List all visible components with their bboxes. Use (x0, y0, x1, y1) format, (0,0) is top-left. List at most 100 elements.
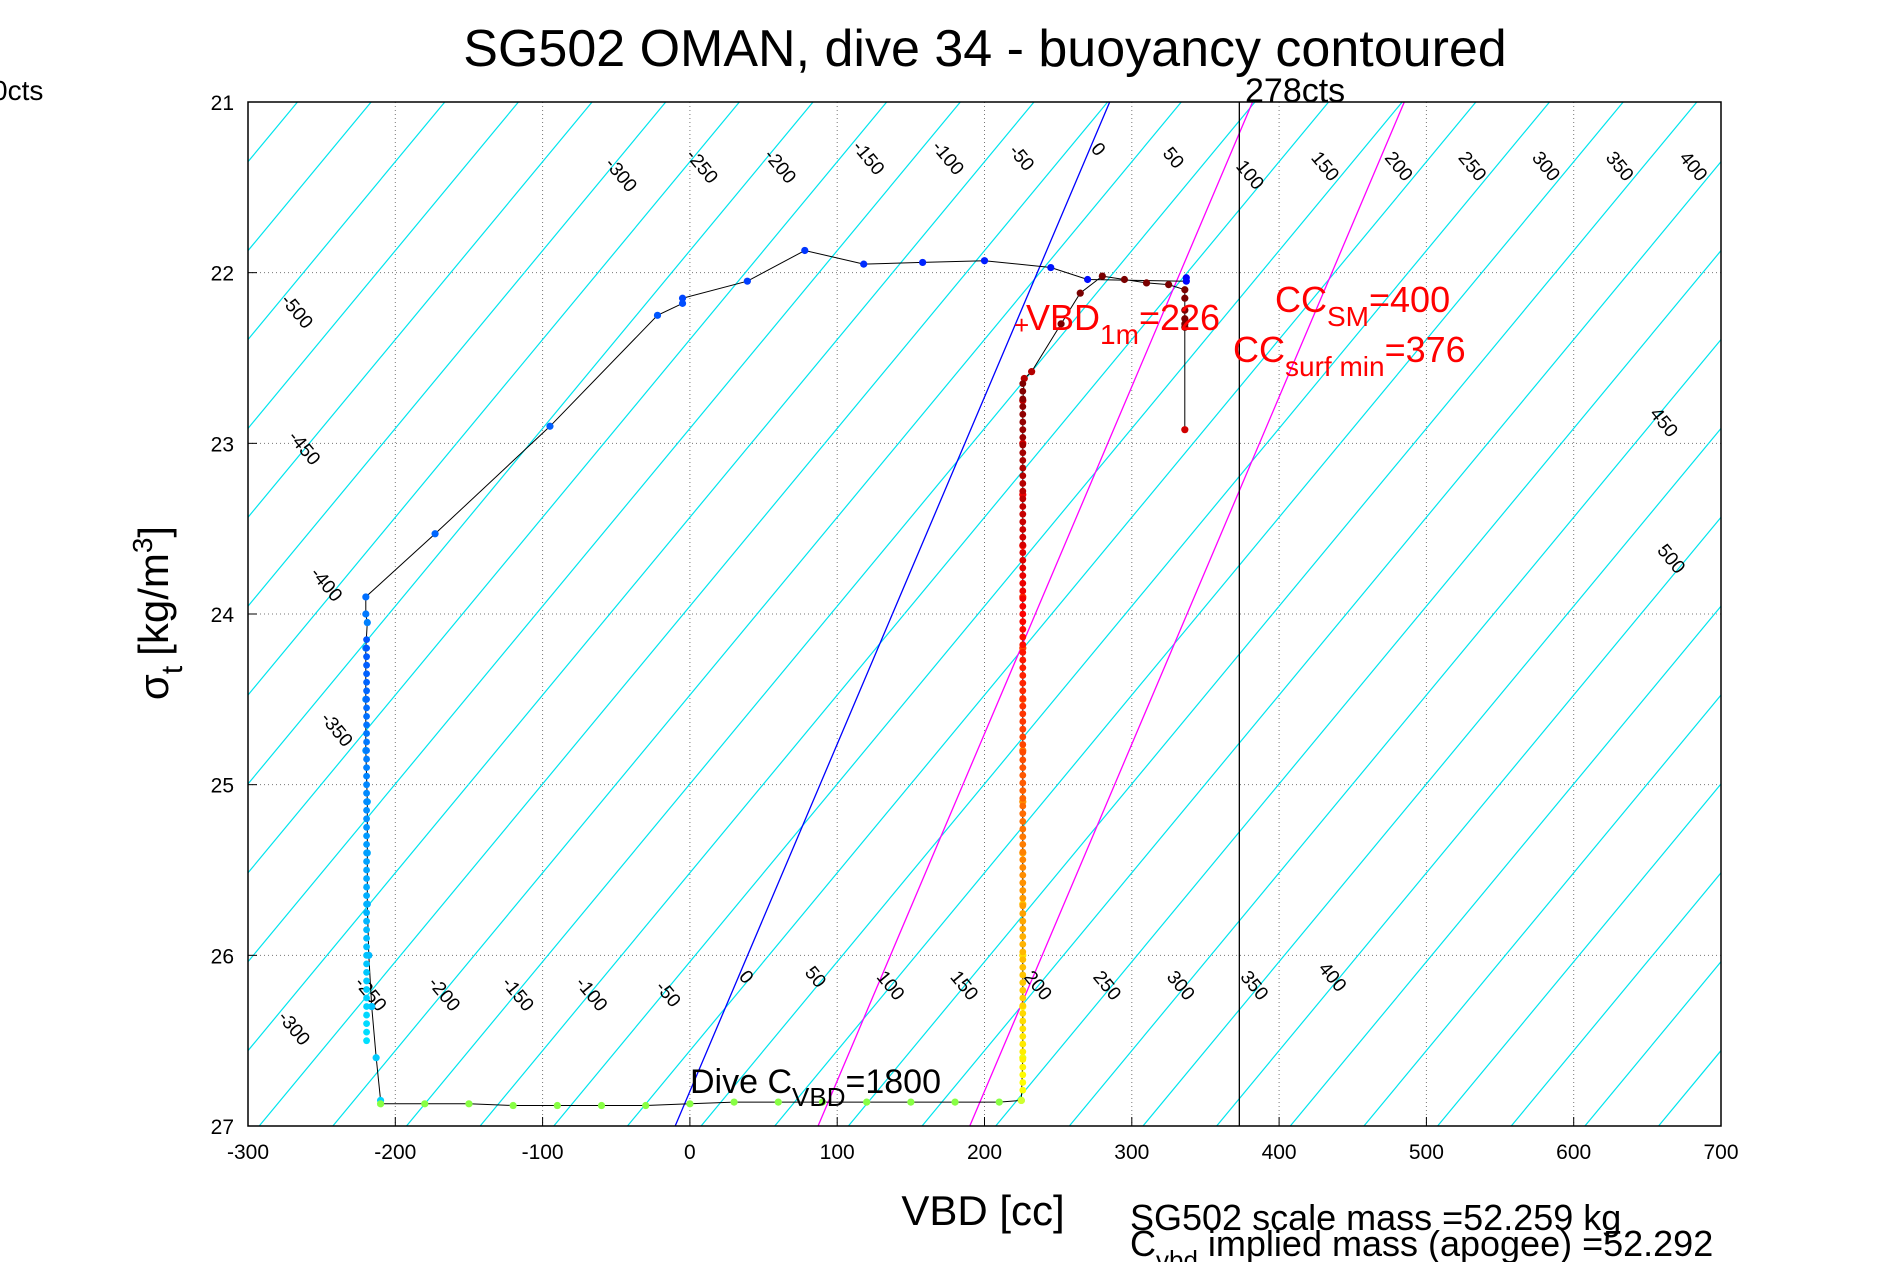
data-point (363, 789, 370, 797)
data-point (1019, 433, 1027, 441)
svg-text:Cvbd implied mass (apogee) =52: Cvbd implied mass (apogee) =52.292 (1130, 1223, 1713, 1262)
data-point (1019, 418, 1027, 426)
contour-line (248, 102, 741, 697)
data-point (363, 951, 370, 959)
corner-cts-label: 0cts (0, 75, 43, 106)
cts-line-label: 278cts (1245, 72, 1345, 110)
data-point (363, 653, 370, 661)
data-point (863, 1098, 871, 1106)
vbd-1m-sub: 1m (1100, 319, 1139, 350)
data-point (363, 1020, 370, 1027)
data-point (1019, 495, 1027, 503)
data-point (1019, 841, 1027, 848)
y-tick-label: 21 (211, 92, 234, 115)
data-point (1181, 315, 1189, 323)
data-point (653, 311, 662, 319)
data-point (642, 1101, 650, 1110)
data-point (1182, 277, 1190, 285)
data-point (1019, 1079, 1027, 1086)
data-point (1019, 894, 1027, 902)
data-point (1019, 871, 1027, 879)
data-point (362, 593, 370, 601)
data-point (686, 1100, 694, 1108)
contour-line (248, 102, 372, 252)
contour-line (847, 102, 1698, 1126)
contour-line (1142, 427, 1721, 1126)
data-point (363, 781, 370, 789)
data-point (363, 661, 370, 669)
data-point (1019, 656, 1027, 664)
contour-line (994, 249, 1721, 1126)
data-point (1019, 564, 1027, 572)
data-point (363, 849, 370, 857)
data-point (801, 246, 809, 255)
data-point (1019, 810, 1027, 818)
data-point (907, 1098, 915, 1106)
y-tick-label: 24 (211, 604, 235, 627)
y-axis-label-sub: t (156, 665, 189, 674)
contour-line (1647, 0, 1891, 1228)
data-point (1019, 933, 1027, 940)
data-point (1019, 710, 1027, 718)
data-point (363, 1011, 370, 1019)
data-point (363, 747, 370, 754)
data-point (995, 1098, 1003, 1106)
y-axis-ticks: 21 22 23 24 25 26 27 (211, 92, 257, 1139)
contour-label: -250 (681, 145, 721, 188)
data-point (1019, 902, 1027, 910)
contour-line (1068, 338, 1721, 1126)
contour-line (1510, 871, 1721, 1126)
data-point (1019, 1009, 1027, 1017)
data-point (363, 875, 370, 882)
contour-label: -350 (316, 709, 356, 752)
data-point (363, 644, 370, 652)
contour-label: -200 (759, 145, 799, 188)
data-point (1019, 910, 1027, 917)
data-point (1019, 457, 1027, 464)
data-point (363, 670, 370, 678)
data-point (1019, 625, 1027, 633)
data-point (1019, 426, 1027, 434)
cc-sm-sub: SM (1327, 301, 1369, 332)
contour-line (1795, 0, 1891, 1228)
data-point (1181, 286, 1189, 294)
svg-text:VBD1m=226: VBD1m=226 (1026, 297, 1220, 350)
data-point (597, 1101, 606, 1110)
data-point (1019, 672, 1027, 679)
contour-line (1289, 605, 1721, 1126)
data-point (743, 277, 751, 285)
cc-surf-min-value: =376 (1385, 329, 1466, 370)
contour-line (248, 102, 520, 430)
y-tick-label: 26 (211, 945, 234, 968)
data-point (1181, 323, 1189, 331)
contour-label: 300 (1162, 967, 1198, 1005)
vbd-1m-main: VBD (1026, 297, 1100, 338)
data-point (951, 1098, 959, 1106)
contour-line (1363, 694, 1721, 1126)
data-point (1019, 825, 1027, 833)
svg-text:CCSM=400: CCSM=400 (1275, 279, 1450, 332)
svg-text:σt[kg/m3]: σt [kg/m3] (127, 526, 189, 700)
data-point (1165, 281, 1173, 289)
contour-line (248, 102, 814, 785)
x-tick-label: 0 (684, 1141, 696, 1164)
contour-line (921, 160, 1721, 1126)
data-point (980, 257, 989, 265)
contour-label: 250 (1088, 967, 1124, 1005)
data-point (1019, 618, 1027, 626)
contour-line (248, 102, 888, 874)
buoyancy-contours (248, 0, 1891, 1228)
x-tick-label: -200 (374, 1141, 416, 1164)
contour-label: 400 (1314, 959, 1350, 997)
contour-line (248, 102, 446, 341)
y-axis-label: σt [kg/m3] (127, 526, 189, 700)
data-point (1019, 387, 1027, 395)
data-point (1019, 664, 1027, 672)
data-point (1019, 1025, 1027, 1033)
data-point (1019, 1063, 1027, 1071)
data-point (1084, 275, 1092, 284)
data-point (1019, 718, 1027, 725)
dive-cvbd-value: =1800 (846, 1063, 942, 1101)
data-point (1098, 272, 1106, 280)
data-point (1019, 556, 1027, 564)
